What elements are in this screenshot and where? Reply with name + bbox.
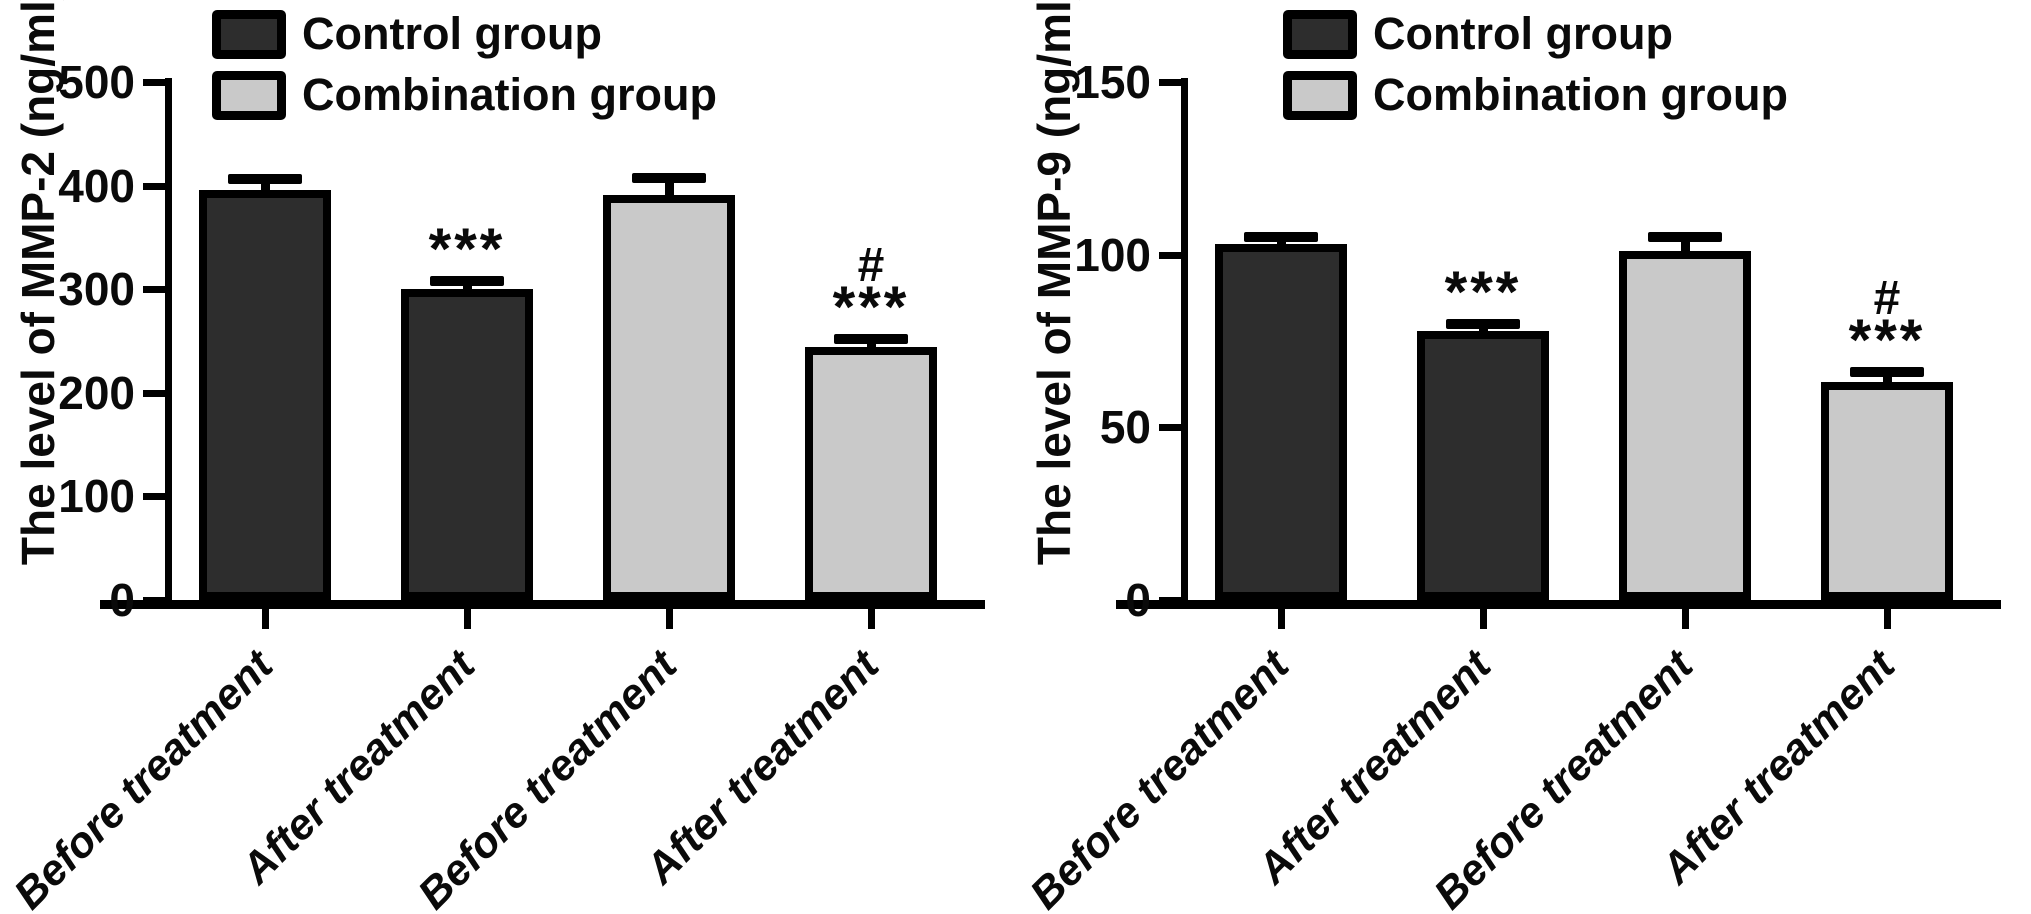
y-tick-label: 100 xyxy=(58,470,135,523)
error-bar-cap xyxy=(228,174,302,185)
legend: Control group Combination group xyxy=(1283,8,1788,121)
chart-panel-mmp2: Control group Combination group The leve… xyxy=(0,0,1015,914)
asterisk-significance-mark: *** xyxy=(832,274,910,340)
legend-label-combination-group: Combination group xyxy=(1373,69,1788,120)
y-tick-label: 0 xyxy=(109,574,135,626)
error-bar-stem xyxy=(665,178,674,200)
legend-label-control-group: Control group xyxy=(1373,8,1673,59)
x-tick xyxy=(262,609,269,629)
x-tick xyxy=(1278,609,1285,629)
chart-panel-mmp9: Control group Combination group The leve… xyxy=(1016,0,2031,914)
x-tick xyxy=(1480,609,1487,629)
plot-area-mmp9: 0 50 100 150 Before treatment *** After treatm… xyxy=(1016,0,2031,914)
y-axis-line xyxy=(1181,78,1188,600)
asterisk-significance-mark: *** xyxy=(1444,259,1522,325)
legend-swatch-combination-group xyxy=(1283,70,1357,120)
x-tick-label: After treatment xyxy=(636,641,889,894)
significance-annotation: *** xyxy=(1373,259,1593,325)
asterisk-significance-mark: *** xyxy=(1848,308,1926,374)
asterisk-significance-mark: *** xyxy=(428,216,506,282)
x-tick xyxy=(666,609,673,629)
error-bar-cap xyxy=(632,173,706,184)
error-bar-cap xyxy=(834,333,908,344)
error-bar-stem xyxy=(1479,323,1488,336)
bar xyxy=(401,289,533,600)
x-tick xyxy=(868,609,875,629)
y-tick xyxy=(143,79,165,86)
legend-swatch-control-group xyxy=(1283,9,1357,59)
y-tick xyxy=(1159,79,1181,86)
error-bar-cap xyxy=(430,275,504,286)
y-tick xyxy=(1159,597,1181,604)
x-tick xyxy=(464,609,471,629)
y-tick-label: 400 xyxy=(58,159,135,212)
error-bar-stem xyxy=(867,338,876,353)
error-bar-stem xyxy=(261,179,270,195)
significance-annotation: *** xyxy=(357,216,577,282)
bar xyxy=(199,189,331,600)
bar xyxy=(1821,382,1953,600)
y-tick xyxy=(1159,251,1181,259)
legend-item-control: Control group xyxy=(212,8,717,60)
error-bar-cap xyxy=(1850,367,1924,378)
y-tick-label: 150 xyxy=(1074,56,1151,108)
y-tick-label: 0 xyxy=(1125,574,1151,626)
y-tick-label: 500 xyxy=(58,56,135,108)
y-tick-label: 300 xyxy=(58,263,135,316)
y-tick xyxy=(1159,424,1181,432)
error-bar-cap xyxy=(1648,232,1722,243)
x-tick xyxy=(1884,609,1891,629)
bar xyxy=(1215,244,1347,600)
y-tick xyxy=(143,597,165,604)
y-tick xyxy=(143,389,165,397)
y-tick-label: 50 xyxy=(1099,401,1151,454)
bar xyxy=(603,194,735,600)
legend: Control group Combination group xyxy=(212,8,717,121)
error-bar-stem xyxy=(1883,372,1892,388)
hash-significance-mark: # xyxy=(1873,272,1901,326)
legend-label-control-group: Control group xyxy=(302,8,602,59)
bar xyxy=(1417,330,1549,600)
x-tick-label: After treatment xyxy=(1652,641,1905,894)
error-bar-stem xyxy=(1277,237,1286,250)
y-tick xyxy=(143,286,165,294)
error-bar-stem xyxy=(1681,237,1690,257)
bar xyxy=(1619,251,1751,600)
legend-item-combination: Combination group xyxy=(1283,69,1788,121)
significance-annotation: # *** xyxy=(1777,272,1997,374)
error-bar-cap xyxy=(1244,232,1318,243)
error-bar-stem xyxy=(463,280,472,295)
hash-significance-mark: # xyxy=(857,238,885,292)
error-bar-cap xyxy=(1446,318,1520,329)
legend-label-combination-group: Combination group xyxy=(302,69,717,120)
y-axis-line xyxy=(165,78,172,600)
plot-area-mmp2: 0 100 200 300 400 500 Before treatment *** After… xyxy=(0,0,1015,914)
y-tick-label: 100 xyxy=(1074,228,1151,281)
y-tick xyxy=(143,182,165,190)
legend-item-control: Control group xyxy=(1283,8,1788,60)
legend-item-combination: Combination group xyxy=(212,69,717,121)
y-tick xyxy=(143,493,165,501)
x-axis-line xyxy=(1116,600,2001,609)
significance-annotation: # *** xyxy=(761,238,981,340)
y-tick-label: 200 xyxy=(58,366,135,419)
x-tick xyxy=(1682,609,1689,629)
legend-swatch-control-group xyxy=(212,9,286,59)
x-axis-line xyxy=(100,600,985,609)
legend-swatch-combination-group xyxy=(212,70,286,120)
bar xyxy=(805,347,937,600)
